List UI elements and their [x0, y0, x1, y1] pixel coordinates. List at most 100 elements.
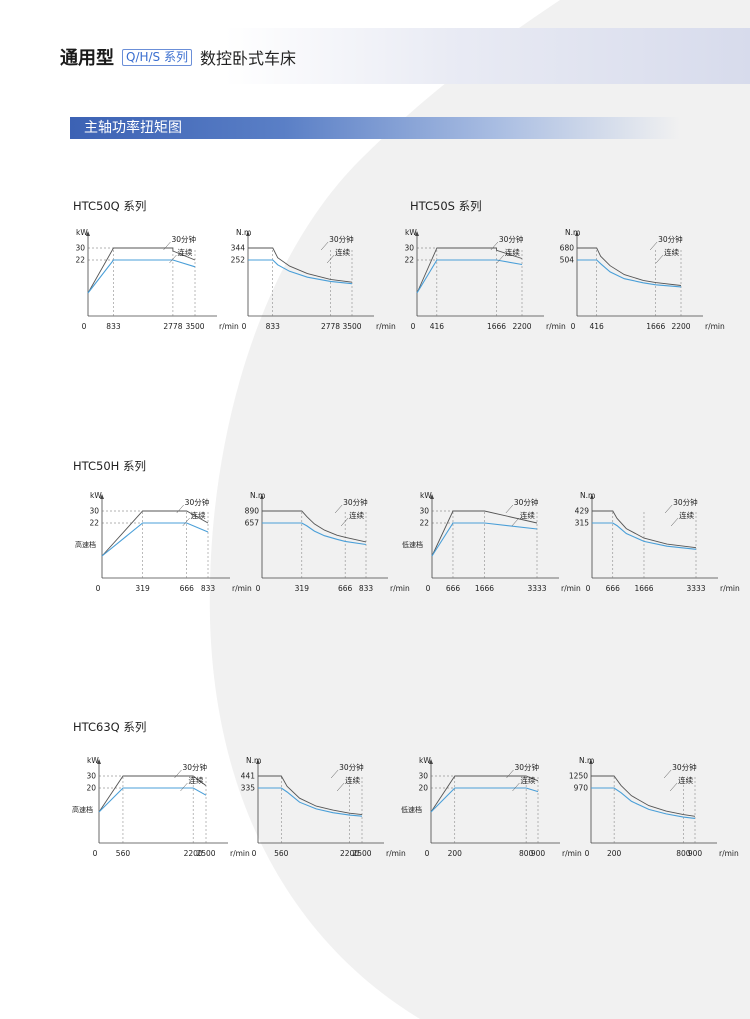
- x-tick-label: 319: [135, 584, 150, 593]
- series-30min-line: [577, 247, 682, 286]
- leader-line: [320, 241, 329, 251]
- series-continuous-line: [577, 259, 682, 288]
- y-tick-label: 22: [89, 519, 99, 528]
- x-tick-label: 3500: [342, 322, 361, 331]
- series-30min-line: [101, 510, 209, 557]
- leader-line: [330, 769, 339, 779]
- y-axis-arrow: [97, 759, 101, 764]
- x-tick-label: 416: [590, 322, 605, 331]
- header-band: [0, 28, 750, 84]
- y-axis-label: kW: [87, 756, 99, 765]
- x-unit-label: r/min: [719, 849, 739, 858]
- gear-label: 高速档: [75, 540, 96, 549]
- series-30min-line: [258, 775, 363, 816]
- x-unit-label: r/min: [230, 849, 250, 858]
- y-tick-label: 22: [75, 256, 85, 265]
- y-axis-arrow: [260, 494, 264, 499]
- series-label-continuous: 连续: [679, 510, 694, 520]
- y-tick-label: 657: [245, 519, 260, 528]
- y-axis-label: kW: [420, 491, 432, 500]
- y-tick-label: 680: [560, 244, 575, 253]
- series-continuous-line: [592, 522, 697, 550]
- x-unit-label: r/min: [561, 584, 581, 593]
- leader-line: [506, 769, 514, 779]
- gear-label: 高速档: [72, 805, 93, 814]
- series-30min-line: [248, 247, 353, 283]
- series-continuous-line: [430, 787, 539, 813]
- header-subtitle: 数控卧式车床: [200, 49, 297, 68]
- leader-line: [176, 504, 184, 514]
- y-tick-label: 30: [418, 772, 428, 781]
- series-label-30min: 30分钟: [673, 497, 698, 507]
- leader-line: [182, 517, 190, 527]
- y-tick-label: 22: [419, 519, 429, 528]
- y-tick-label: 1250: [569, 772, 588, 781]
- leader-line: [511, 517, 520, 527]
- series-label-30min: 30分钟: [499, 234, 524, 244]
- series-continuous-line: [262, 522, 367, 546]
- series-label-continuous: 连续: [520, 775, 535, 785]
- x-tick-label: 3500: [185, 322, 204, 331]
- series-continuous-line: [258, 787, 363, 817]
- y-tick-label: 20: [86, 784, 96, 793]
- x-unit-label: r/min: [390, 584, 410, 593]
- x-tick-label: 3333: [686, 584, 705, 593]
- leader-line: [169, 254, 177, 264]
- y-tick-label: 20: [418, 784, 428, 793]
- series-30min-line: [262, 510, 367, 543]
- leader-line: [663, 769, 672, 779]
- x-unit-label: r/min: [562, 849, 582, 858]
- x-tick-label: 2200: [671, 322, 690, 331]
- group-title: HTC50Q 系列: [73, 199, 146, 213]
- series-30min-line: [591, 775, 696, 817]
- series-30min-line: [98, 775, 207, 813]
- series-continuous-line: [87, 259, 196, 294]
- y-axis-arrow: [589, 759, 593, 764]
- x-tick-label: 900: [688, 849, 703, 858]
- y-tick-label: 315: [575, 519, 590, 528]
- x-tick-label: 0: [242, 322, 247, 331]
- y-tick-label: 441: [241, 772, 256, 781]
- y-tick-label: 504: [560, 256, 575, 265]
- x-unit-label: r/min: [386, 849, 406, 858]
- y-tick-label: 970: [574, 784, 589, 793]
- x-tick-label: 1666: [646, 322, 665, 331]
- page-header: 通用型 Q/H/S 系列 数控卧式车床: [60, 44, 296, 70]
- series-label-30min: 30分钟: [343, 497, 368, 507]
- y-axis-label: N.m: [579, 756, 594, 765]
- x-tick-label: 666: [606, 584, 621, 593]
- series-tag: Q/H/S 系列: [122, 48, 192, 66]
- x-tick-label: 2500: [196, 849, 215, 858]
- x-tick-label: 0: [93, 849, 98, 858]
- y-tick-label: 30: [89, 507, 99, 516]
- leader-line: [163, 241, 171, 251]
- y-tick-label: 30: [75, 244, 85, 253]
- y-axis-arrow: [429, 759, 433, 764]
- x-tick-label: 0: [585, 849, 590, 858]
- series-continuous-line: [416, 259, 523, 294]
- y-axis-arrow: [86, 231, 90, 236]
- x-tick-label: 0: [256, 584, 261, 593]
- series-label-30min: 30分钟: [672, 762, 697, 772]
- y-axis-arrow: [256, 759, 260, 764]
- leader-line: [496, 254, 505, 264]
- leader-line: [340, 517, 349, 527]
- group-title: HTC50S 系列: [410, 199, 482, 213]
- x-tick-label: 800: [519, 849, 534, 858]
- series-30min-line: [430, 775, 539, 813]
- x-tick-label: 833: [106, 322, 121, 331]
- series-label-30min: 30分钟: [185, 497, 210, 507]
- x-tick-label: 0: [586, 584, 591, 593]
- y-tick-label: 429: [575, 507, 590, 516]
- series-label-continuous: 连续: [505, 247, 520, 257]
- x-tick-label: 833: [201, 584, 216, 593]
- series-label-continuous: 连续: [177, 247, 192, 257]
- grey-curve-shape: [209, 0, 750, 1019]
- x-tick-label: 200: [448, 849, 463, 858]
- y-axis-label: N.m: [580, 491, 595, 500]
- series-label-30min: 30分钟: [171, 234, 196, 244]
- series-30min-line: [431, 510, 538, 557]
- y-axis-arrow: [415, 231, 419, 236]
- series-30min-line: [592, 510, 697, 549]
